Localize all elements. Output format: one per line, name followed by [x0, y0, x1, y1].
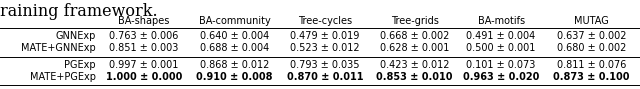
Text: 0.423 ± 0.012: 0.423 ± 0.012 — [380, 60, 449, 70]
Text: 0.763 ± 0.006: 0.763 ± 0.006 — [109, 31, 179, 41]
Text: PGExp: PGExp — [65, 60, 96, 70]
Text: MATE+PGExp: MATE+PGExp — [30, 72, 96, 82]
Text: BA-motifs: BA-motifs — [477, 16, 525, 26]
Text: 0.640 ± 0.004: 0.640 ± 0.004 — [200, 31, 269, 41]
Text: 0.680 ± 0.002: 0.680 ± 0.002 — [557, 43, 626, 53]
Text: 0.910 ± 0.008: 0.910 ± 0.008 — [196, 72, 273, 82]
Text: 0.101 ± 0.073: 0.101 ± 0.073 — [467, 60, 536, 70]
Text: 0.688 ± 0.004: 0.688 ± 0.004 — [200, 43, 269, 53]
Text: 1.000 ± 0.000: 1.000 ± 0.000 — [106, 72, 182, 82]
Text: 0.628 ± 0.001: 0.628 ± 0.001 — [380, 43, 449, 53]
Text: 0.963 ± 0.020: 0.963 ± 0.020 — [463, 72, 540, 82]
Text: 0.523 ± 0.012: 0.523 ± 0.012 — [291, 43, 360, 53]
Text: 0.868 ± 0.012: 0.868 ± 0.012 — [200, 60, 269, 70]
Text: 0.851 ± 0.003: 0.851 ± 0.003 — [109, 43, 179, 53]
Text: 0.793 ± 0.035: 0.793 ± 0.035 — [291, 60, 360, 70]
Text: GNNExp: GNNExp — [56, 31, 96, 41]
Text: 0.668 ± 0.002: 0.668 ± 0.002 — [380, 31, 449, 41]
Text: 0.637 ± 0.002: 0.637 ± 0.002 — [557, 31, 626, 41]
Text: MUTAG: MUTAG — [574, 16, 609, 26]
Text: 0.491 ± 0.004: 0.491 ± 0.004 — [467, 31, 536, 41]
Text: 0.853 ± 0.010: 0.853 ± 0.010 — [376, 72, 453, 82]
Text: MATE+GNNExp: MATE+GNNExp — [21, 43, 96, 53]
Text: BA-community: BA-community — [198, 16, 271, 26]
Text: raining framework.: raining framework. — [0, 3, 157, 20]
Text: BA-shapes: BA-shapes — [118, 16, 170, 26]
Text: 0.479 ± 0.019: 0.479 ± 0.019 — [291, 31, 360, 41]
Text: Tree-grids: Tree-grids — [391, 16, 438, 26]
Text: 0.500 ± 0.001: 0.500 ± 0.001 — [467, 43, 536, 53]
Text: 0.870 ± 0.011: 0.870 ± 0.011 — [287, 72, 364, 82]
Text: Tree-cycles: Tree-cycles — [298, 16, 352, 26]
Text: 0.873 ± 0.100: 0.873 ± 0.100 — [553, 72, 630, 82]
Text: 0.997 ± 0.001: 0.997 ± 0.001 — [109, 60, 179, 70]
Text: 0.811 ± 0.076: 0.811 ± 0.076 — [557, 60, 626, 70]
